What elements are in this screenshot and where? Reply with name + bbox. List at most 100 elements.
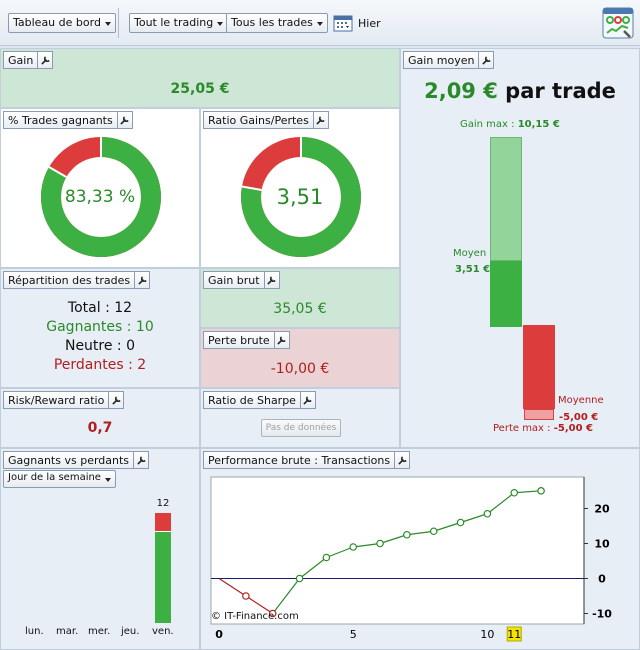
avg-gain-headline: 2,09 € par trade (401, 79, 639, 103)
series-segment (245, 595, 274, 615)
series-segment (487, 492, 515, 515)
gross-loss-panel: Perte brute -10,00 € (200, 328, 400, 388)
period-label[interactable]: Hier (358, 17, 381, 30)
winners-vs-losers-panel: Gagnants vs perdants Jour de la semaine … (0, 448, 200, 650)
wrench-icon[interactable] (108, 392, 123, 408)
trades-dropdown[interactable]: Tous les trades (226, 13, 328, 33)
ratio-panel: Ratio Gains/Pertes 3,51 (200, 108, 400, 268)
wrench-icon[interactable] (299, 392, 315, 408)
avg-gain-title-label: Gain moyen (408, 54, 475, 67)
losers-value: 2 (137, 357, 147, 373)
total-label: Total : (67, 300, 110, 316)
neutral-row: Neutre : 0 (1, 338, 199, 354)
sharpe-title-label: Ratio de Sharpe (208, 394, 296, 407)
gross-gain-value: 35,05 € (273, 301, 327, 317)
data-point (483, 509, 492, 518)
toolbar-separator (118, 8, 119, 38)
friday-stacked-bar (155, 513, 171, 623)
wrench-icon[interactable] (263, 272, 279, 288)
trading-dropdown-label: Tout le trading (134, 16, 214, 29)
avg-gain-value: 2,09 € (424, 79, 498, 103)
x-tick-label: 5 (350, 628, 357, 641)
wrench-icon[interactable] (273, 332, 289, 348)
data-point (376, 539, 384, 548)
losers-label: Perdantes : (53, 357, 133, 373)
win-rate-donut (41, 137, 161, 257)
gross-loss-title-label: Perte brute (208, 334, 270, 347)
wrench-icon[interactable] (116, 112, 132, 128)
weekday-dropdown-label: Jour de la semaine (8, 472, 101, 483)
series-segment (433, 521, 461, 532)
gross-gain-title-label: Gain brut (208, 274, 260, 287)
x-tick-label: 0 (215, 628, 223, 641)
day-label: jeu. (121, 626, 140, 637)
gain-value: 25,05 € (170, 81, 230, 97)
wrench-icon[interactable] (394, 452, 409, 468)
performance-line-chart: 20 10 0 -10 0 5 10 11 (210, 476, 612, 642)
risk-reward-panel: Risk/Reward ratio 0,7 (0, 388, 200, 448)
gain-title-label: Gain (8, 54, 34, 67)
trades-dropdown-label: Tous les trades (231, 16, 313, 29)
weekday-dropdown[interactable]: Jour de la semaine (3, 470, 116, 488)
avg-gain-suffix: par trade (505, 79, 616, 103)
loss-max-label: Perte max : (493, 423, 551, 434)
wrench-icon[interactable] (312, 112, 328, 128)
series-segment (406, 530, 434, 536)
performance-panel: Performance brute : Transactions 20 10 0 -1… (200, 448, 640, 650)
calendar-icon[interactable] (333, 14, 353, 32)
chevron-down-icon (104, 478, 111, 482)
gain-max-value: 10,15 € (517, 119, 560, 130)
dashboard-dropdown[interactable]: Tableau de bord (8, 13, 116, 33)
ratio-title-label: Ratio Gains/Pertes (208, 114, 309, 127)
y-tick-label: 20 (594, 503, 610, 516)
x-tick-label: 11 (507, 628, 521, 641)
day-label: ven. (152, 626, 174, 637)
wrench-icon[interactable] (134, 272, 149, 288)
series-segment (218, 577, 247, 597)
dashboard-dropdown-label: Tableau de bord (13, 16, 101, 29)
distribution-panel: Répartition des trades Total : 12 Gagnan… (0, 268, 200, 388)
wrench-icon[interactable] (133, 452, 148, 468)
avg-loss-bar-value: -5,00 € (559, 412, 599, 423)
distribution-title: Répartition des trades (3, 271, 151, 289)
winners-vs-losers-title: Gagnants vs perdants (3, 451, 150, 469)
risk-reward-title-label: Risk/Reward ratio (8, 394, 105, 407)
ratio-donut (241, 137, 361, 257)
losers-row: Perdantes : 2 (1, 357, 199, 373)
data-point (242, 592, 250, 600)
win-rate-panel: % Trades gagnants 83,33 % (0, 108, 200, 268)
dashboard-settings-icon[interactable] (602, 7, 634, 39)
avg-gain-panel: Gain moyen 2,09 € par trade Gain max : 1… (400, 48, 640, 448)
chevron-down-icon (104, 22, 111, 26)
data-point (295, 574, 304, 583)
trading-dropdown[interactable]: Tout le trading (129, 13, 229, 33)
plot-area (210, 476, 585, 625)
data-point (322, 553, 331, 562)
gross-gain-title: Gain brut (203, 271, 280, 289)
risk-reward-title: Risk/Reward ratio (3, 391, 125, 409)
data-point (537, 487, 545, 495)
win-rate-separator (48, 166, 67, 178)
friday-wins-bar (155, 531, 171, 623)
series-segment (379, 534, 408, 545)
winners-label: Gagnantes : (46, 319, 132, 335)
gain-max-bar (490, 137, 522, 261)
sharpe-title: Ratio de Sharpe (203, 391, 316, 409)
wrench-icon[interactable] (37, 52, 52, 68)
performance-title: Performance brute : Transactions (203, 451, 411, 469)
no-data-button[interactable]: Pas de données (261, 419, 341, 437)
loss-max-value: -5,00 € (553, 423, 593, 434)
friday-count-label: 12 (156, 498, 170, 509)
x-tick-label: 10 (480, 628, 494, 641)
day-label: lun. (25, 626, 44, 637)
ratio-title: Ratio Gains/Pertes (203, 111, 329, 129)
watermark: © IT-Finance.com (211, 611, 299, 622)
avg-gain-title: Gain moyen (403, 51, 495, 69)
gross-loss-title: Perte brute (203, 331, 290, 349)
friday-losses-bar (155, 513, 171, 532)
distribution-title-label: Répartition des trades (8, 274, 131, 287)
wrench-icon[interactable] (478, 52, 493, 68)
avg-gain-bar-value: 3,51 € (455, 264, 491, 275)
performance-title-label: Performance brute : Transactions (208, 454, 391, 467)
y-tick-label: 0 (598, 573, 606, 586)
